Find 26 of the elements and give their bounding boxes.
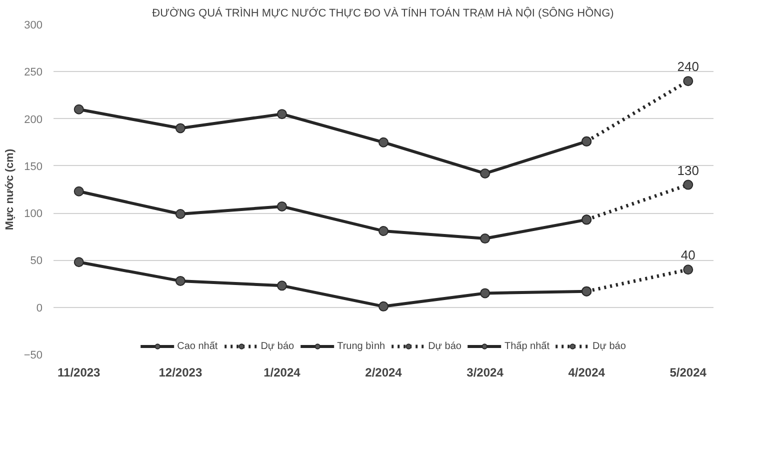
y-tick-label: 100 bbox=[24, 208, 43, 220]
data-label: 240 bbox=[677, 59, 699, 74]
legend-label: Dự báo bbox=[592, 340, 626, 352]
y-tick-label: −50 bbox=[24, 350, 43, 362]
y-axis-title: Mực nước (cm) bbox=[4, 148, 16, 230]
legend-label: Dự báo bbox=[428, 340, 462, 352]
x-tick-label: 2/2024 bbox=[365, 366, 402, 380]
x-tick-label: 11/2023 bbox=[58, 366, 101, 380]
x-tick-label: 4/2024 bbox=[568, 366, 606, 380]
x-tick-label: 5/2024 bbox=[670, 366, 707, 380]
data-label: 40 bbox=[680, 248, 696, 263]
y-tick-label: 150 bbox=[24, 160, 43, 173]
y-tick-label: 200 bbox=[24, 114, 43, 126]
x-tick-label: 1/2024 bbox=[264, 366, 301, 380]
legend-label: Dự báo bbox=[260, 340, 294, 352]
x-tick-label: 3/2024 bbox=[466, 366, 504, 380]
legend-label: Thấp nhất bbox=[504, 340, 550, 352]
legend-label: Cao nhất bbox=[177, 340, 218, 352]
legend-label: Trung bình bbox=[337, 340, 386, 352]
y-tick-label: 50 bbox=[30, 255, 43, 268]
y-tick-label: 0 bbox=[36, 302, 43, 314]
chart-title: ĐƯỜNG QUÁ TRÌNH MỰC NƯỚC THỰC ĐO VÀ TÍNH TOÁN TRẠM HÀ NỘI (SÔNG HỒNG) bbox=[152, 6, 614, 20]
y-tick-label: 300 bbox=[24, 20, 43, 32]
x-tick-label: 12/2023 bbox=[158, 366, 202, 380]
data-label: 130 bbox=[677, 162, 699, 178]
y-tick-label: 250 bbox=[24, 66, 43, 79]
